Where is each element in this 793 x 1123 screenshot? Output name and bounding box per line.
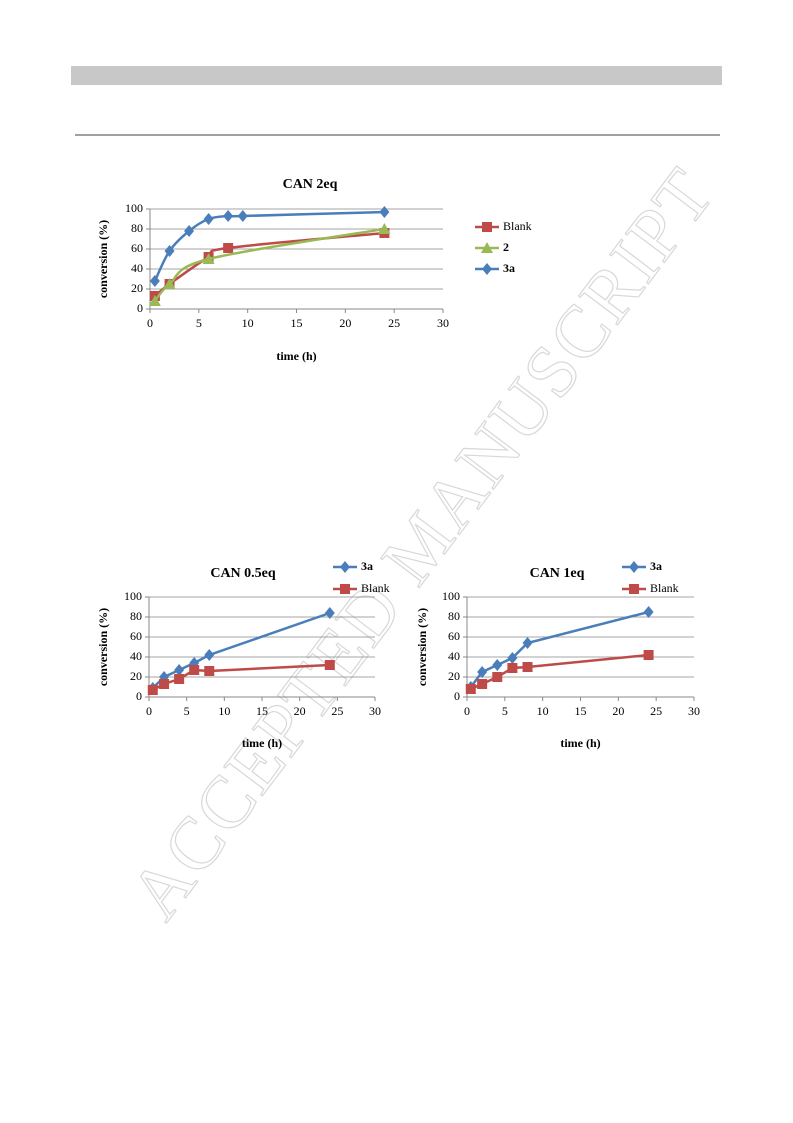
marker (164, 245, 175, 257)
marker (482, 263, 492, 275)
marker (507, 663, 518, 673)
x-tick-label: 20 (612, 704, 624, 718)
x-tick-label: 10 (537, 704, 549, 718)
x-tick-label: 10 (218, 704, 230, 718)
marker (324, 607, 335, 619)
series-line (153, 227, 385, 302)
x-tick-label: 25 (388, 316, 400, 330)
marker (492, 672, 503, 682)
x-tick-label: 0 (464, 704, 470, 718)
marker (324, 660, 335, 670)
marker (340, 584, 350, 594)
x-tick-label: 0 (146, 704, 152, 718)
marker (477, 679, 488, 689)
y-tick-label: 40 (130, 649, 142, 663)
marker (204, 666, 215, 676)
y-tick-label: 20 (131, 281, 143, 295)
watermark: ACCEPTED MANUSCRIPT (114, 153, 731, 934)
x-axis-label: time (h) (242, 736, 282, 750)
y-axis-label: conversion (%) (415, 608, 429, 686)
legend-label: 3a (503, 261, 515, 275)
marker (522, 662, 533, 672)
marker (629, 561, 639, 573)
legend-label: 3a (361, 559, 373, 573)
y-tick-label: 40 (448, 649, 460, 663)
marker (189, 665, 200, 675)
y-tick-label: 0 (136, 689, 142, 703)
y-tick-label: 80 (131, 221, 143, 235)
x-tick-label: 10 (242, 316, 254, 330)
marker (149, 275, 160, 287)
y-tick-label: 100 (125, 201, 143, 215)
x-tick-label: 5 (196, 316, 202, 330)
marker (184, 225, 195, 237)
legend-label: Blank (361, 581, 390, 595)
x-tick-label: 5 (502, 704, 508, 718)
y-tick-label: 0 (454, 689, 460, 703)
y-axis-label: conversion (%) (96, 220, 110, 298)
marker (174, 674, 185, 684)
marker (148, 295, 161, 306)
x-tick-label: 25 (650, 704, 662, 718)
marker (163, 278, 176, 289)
y-tick-label: 60 (130, 629, 142, 643)
x-tick-label: 20 (339, 316, 351, 330)
y-tick-label: 0 (137, 301, 143, 315)
legend-label: 2 (503, 240, 509, 254)
marker (477, 666, 488, 678)
header-bar (71, 66, 722, 85)
y-tick-label: 80 (130, 609, 142, 623)
x-axis-label: time (h) (276, 349, 316, 363)
marker (492, 659, 503, 671)
y-tick-label: 20 (130, 669, 142, 683)
y-tick-label: 60 (448, 629, 460, 643)
x-tick-label: 30 (437, 316, 449, 330)
chart-title: CAN 2eq (283, 177, 338, 192)
marker (204, 649, 215, 661)
y-axis-label: conversion (%) (96, 608, 110, 686)
marker (481, 242, 493, 253)
marker (378, 223, 391, 234)
y-tick-label: 40 (131, 261, 143, 275)
x-tick-label: 0 (147, 316, 153, 330)
x-tick-label: 30 (688, 704, 700, 718)
legend-label: Blank (503, 219, 532, 233)
marker (203, 213, 214, 225)
x-tick-label: 5 (184, 704, 190, 718)
x-tick-label: 20 (294, 704, 306, 718)
marker (482, 222, 492, 232)
marker (237, 210, 248, 222)
marker (174, 664, 185, 676)
x-axis-label: time (h) (560, 736, 600, 750)
marker (159, 679, 170, 689)
y-tick-label: 100 (442, 589, 460, 603)
marker (643, 650, 654, 660)
marker (507, 652, 518, 664)
x-tick-label: 30 (369, 704, 381, 718)
y-tick-label: 20 (448, 669, 460, 683)
marker (522, 637, 533, 649)
chart-title: CAN 0.5eq (210, 566, 276, 581)
x-tick-label: 15 (291, 316, 303, 330)
marker (223, 243, 234, 253)
y-tick-label: 60 (131, 241, 143, 255)
x-tick-label: 15 (575, 704, 587, 718)
y-tick-label: 100 (124, 589, 142, 603)
legend-label: 3a (650, 559, 662, 573)
chart-title: CAN 1eq (530, 566, 585, 581)
x-tick-label: 15 (256, 704, 268, 718)
x-tick-label: 25 (331, 704, 343, 718)
marker (629, 584, 639, 594)
legend-label: Blank (650, 581, 679, 595)
marker (223, 210, 234, 222)
marker (465, 684, 476, 694)
marker (643, 606, 654, 618)
marker (379, 206, 390, 218)
y-tick-label: 80 (448, 609, 460, 623)
marker (147, 685, 158, 695)
marker (340, 561, 350, 573)
marker (202, 253, 215, 264)
